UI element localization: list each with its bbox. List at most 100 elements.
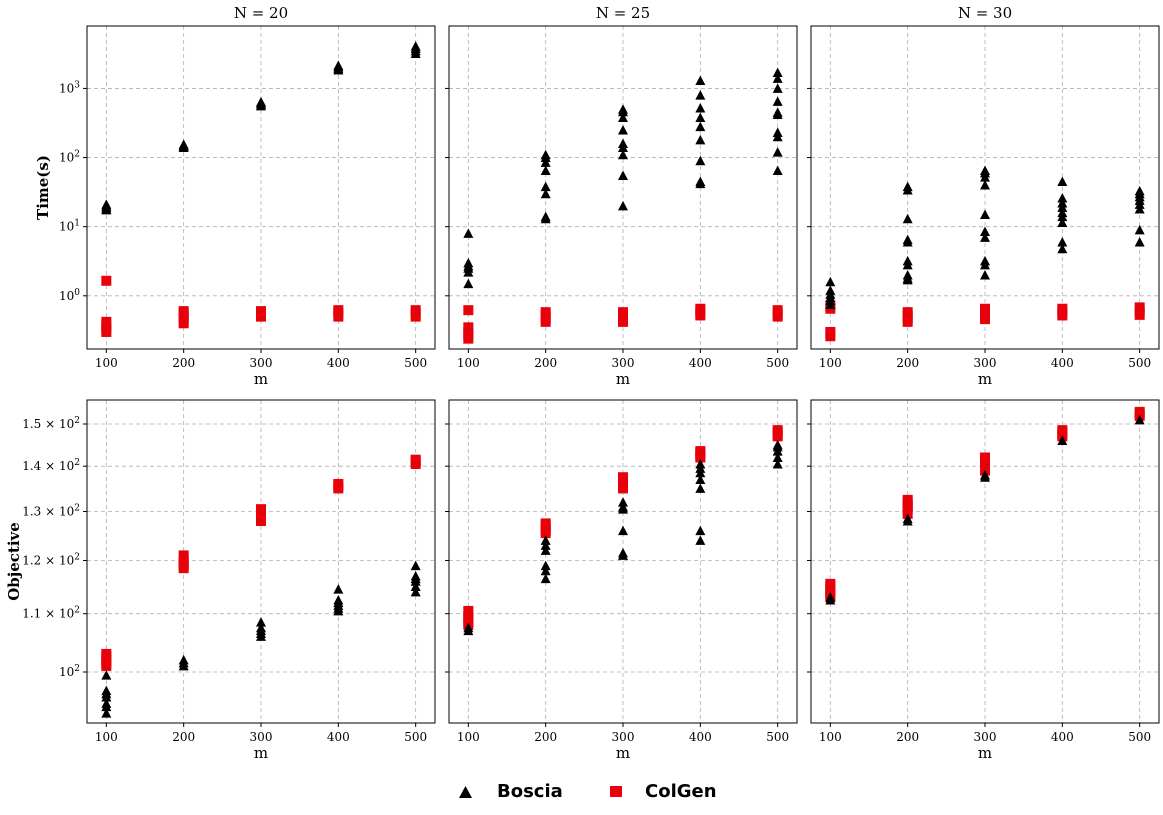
boscia-point-6 [540,560,551,571]
panel-title-2: N = 25 [596,4,650,22]
boscia-point-42 [772,165,783,175]
colgen-point-13 [618,316,628,327]
x-tick-label-200: 200 [896,356,919,370]
boscia-point-14 [618,550,628,560]
boscia-point-11 [902,237,913,247]
boscia-point-22 [980,226,990,237]
x-tick-label-500: 500 [404,356,427,370]
colgen-point-14 [256,516,266,527]
boscia-point-17 [695,467,706,478]
boscia-point-18 [618,125,628,135]
boscia-point-32 [1057,211,1068,222]
objective-panel-1: 100 200 300 400 500 m 102 1.1 × 102 1.2 × 102 1.3… [22,399,436,762]
boscia-point-26 [772,459,783,469]
colgen-point-20 [410,459,421,470]
boscia-point-13 [902,259,913,270]
y-tick-label-1: 1.1 × 102 [22,606,80,621]
x-tick-label-200: 200 [534,730,557,744]
boscia-point-40 [772,131,783,142]
boscia-point-21 [333,605,344,616]
x-axis-label: m [978,744,992,762]
colgen-point-17 [333,483,344,494]
boscia-point-25 [695,90,706,100]
boscia-point-35 [1057,243,1068,254]
x-tick-label-200: 200 [172,356,195,370]
y-tick-label-0: 100 [59,288,80,303]
boscia-point-38 [772,109,783,119]
boscia-point-20 [618,142,628,152]
boscia-point-34 [772,73,783,83]
boscia-point-13 [256,96,266,107]
x-tick-label-500: 500 [766,356,789,370]
y-tick-label-2: 102 [59,150,80,165]
x-tick-label-500: 500 [1128,730,1151,744]
x-tick-label-200: 200 [534,356,557,370]
boscia-point-6 [463,278,474,289]
boscia-point-10 [540,165,551,175]
boscia-point-21 [695,535,706,545]
boscia-point-4 [902,516,913,526]
colgen-point-10 [540,528,551,539]
boscia-point-5 [540,545,551,555]
x-tick-label-300: 300 [250,730,273,744]
x-tick-label-400: 400 [327,730,350,744]
x-tick-label-300: 300 [974,730,997,744]
boscia-point-21 [980,209,990,220]
legend-marker-colgen [610,786,622,797]
boscia-point-27 [695,112,706,122]
x-tick-label-300: 300 [250,356,273,370]
colgen-point-15 [618,483,628,494]
boscia-point-18 [695,474,706,484]
boscia-point-19 [980,172,990,182]
x-tick-label-200: 200 [172,730,195,744]
boscia-point-23 [980,232,990,242]
colgen-point-10 [178,563,189,574]
colgen-point-4 [825,331,836,342]
time-panel-3: 100 200 300 400 500 m N = 30 [807,4,1160,388]
boscia-point-7 [540,565,551,576]
x-tick-label-400: 400 [1051,730,1074,744]
colgen-point-19 [695,452,706,463]
boscia-point-17 [618,112,628,122]
boscia-point-12 [618,525,628,536]
colgen-point-19 [410,311,421,322]
boscia-point-30 [695,155,706,166]
boscia-point-5 [101,204,112,215]
boscia-point-25 [772,452,783,463]
boscia-point-20 [695,525,706,536]
boscia-point-8 [540,573,551,584]
boscia-point-27 [410,586,421,597]
boscia-point-9 [540,157,551,167]
colgen-point-6 [178,550,189,561]
boscia-point-2 [825,592,836,602]
boscia-point-17 [333,60,344,70]
boscia-point-4 [101,691,112,702]
boscia-point-12 [540,188,551,199]
boscia-point-9 [178,139,189,149]
boscia-point-1 [825,276,836,287]
boscia-point-26 [695,103,706,113]
x-axis-label: m [254,744,268,762]
panels-layer: 100 200 300 400 500 m 100 101 102 103 N = 20 100 200… [5,4,1160,762]
boscia-point-43 [1134,237,1145,247]
boscia-point-6 [101,701,112,712]
boscia-point-9 [902,213,913,224]
boscia-point-24 [695,75,706,86]
boscia-point-35 [772,83,783,93]
boscia-point-23 [618,200,628,211]
boscia-point-21 [410,41,421,51]
boscia-point-14 [540,213,551,224]
boscia-point-7 [1057,435,1068,446]
x-tick-label-400: 400 [1051,356,1074,370]
colgen-point-5 [463,333,474,344]
x-tick-label-100: 100 [457,730,480,744]
boscia-point-36 [772,96,783,106]
boscia-point-6 [980,469,990,480]
colgen-point-1 [463,605,474,616]
x-tick-label-100: 100 [95,730,118,744]
y-tick-label-3: 1.3 × 102 [22,504,80,519]
boscia-point-42 [1134,224,1145,235]
x-axis-label: m [616,744,630,762]
x-tick-label-500: 500 [404,730,427,744]
boscia-point-10 [178,660,189,671]
